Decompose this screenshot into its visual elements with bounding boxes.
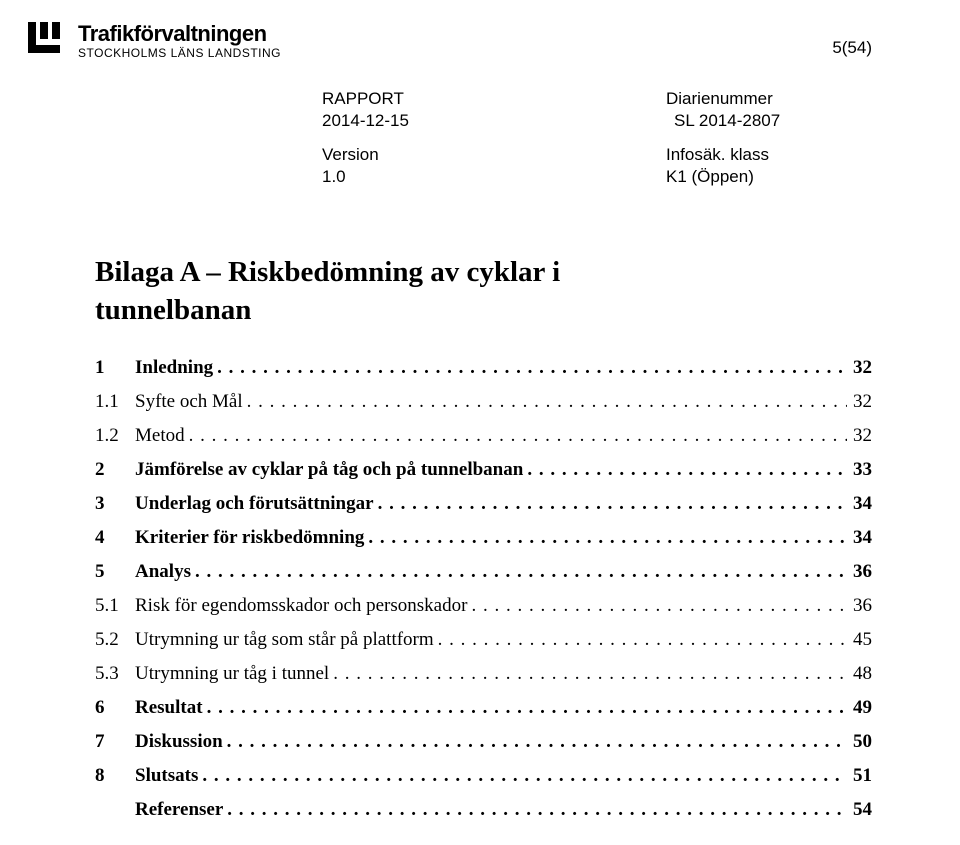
toc-label: Kriterier för riskbedömning bbox=[135, 527, 364, 549]
toc-leader bbox=[471, 595, 847, 617]
toc-leader bbox=[247, 391, 847, 413]
toc-label: Referenser bbox=[135, 799, 223, 821]
toc-page: 33 bbox=[851, 459, 872, 481]
toc-page: 36 bbox=[851, 595, 872, 617]
toc-row: 8Slutsats 51 bbox=[95, 765, 872, 787]
toc-row: 1.1Syfte och Mål 32 bbox=[95, 391, 872, 413]
toc-label: Risk för egendomsskador och personskador bbox=[135, 595, 467, 617]
toc-row: 7Diskussion 50 bbox=[95, 731, 872, 753]
toc-row: 5.3Utrymning ur tåg i tunnel 48 bbox=[95, 663, 872, 685]
meta-version-label: Version bbox=[322, 144, 379, 166]
toc-label: Utrymning ur tåg som står på plattform bbox=[135, 629, 434, 651]
toc-page: 36 bbox=[851, 561, 872, 583]
toc-page: 50 bbox=[851, 731, 872, 753]
logo-title: Trafikförvaltningen bbox=[78, 22, 281, 45]
toc-label: Resultat bbox=[135, 697, 203, 719]
page-number: 5(54) bbox=[832, 38, 872, 58]
logo-text: Trafikförvaltningen STOCKHOLMS LÄNS LAND… bbox=[78, 22, 281, 60]
toc-number: 8 bbox=[95, 765, 135, 787]
toc-number: 6 bbox=[95, 697, 135, 719]
toc-page: 45 bbox=[851, 629, 872, 651]
meta-info-label: Infosäk. klass bbox=[666, 144, 769, 166]
toc-page: 48 bbox=[851, 663, 872, 685]
toc-row: 5.2Utrymning ur tåg som står på plattfor… bbox=[95, 629, 872, 651]
logo-mark-icon bbox=[28, 22, 70, 67]
toc-row: 2Jämförelse av cyklar på tåg och på tunn… bbox=[95, 459, 872, 481]
toc-page: 32 bbox=[851, 425, 872, 447]
meta-diarie-value: SL 2014-2807 bbox=[666, 110, 780, 132]
toc-page: 32 bbox=[851, 357, 872, 379]
toc-number: 2 bbox=[95, 459, 135, 481]
toc-label: Underlag och förutsättningar bbox=[135, 493, 374, 515]
meta-report-label: RAPPORT bbox=[322, 88, 404, 110]
toc-leader bbox=[189, 425, 847, 447]
toc-label: Diskussion bbox=[135, 731, 223, 753]
toc-leader bbox=[333, 663, 847, 685]
meta-date: 2014-12-15 bbox=[322, 110, 409, 132]
toc-number: 5.1 bbox=[95, 595, 135, 617]
meta-diarie-label: Diarienummer bbox=[666, 88, 773, 110]
meta-info-value: K1 (Öppen) bbox=[666, 166, 754, 188]
toc-page: 54 bbox=[851, 799, 872, 821]
toc-leader bbox=[217, 357, 847, 379]
heading-line-1: Bilaga A – Riskbedömning av cyklar i bbox=[95, 256, 560, 288]
toc-row: 3Underlag och förutsättningar 34 bbox=[95, 493, 872, 515]
toc-number: 5.2 bbox=[95, 629, 135, 651]
toc-number: 1.2 bbox=[95, 425, 135, 447]
meta-version-value: 1.0 bbox=[322, 166, 346, 188]
toc-label: Analys bbox=[135, 561, 191, 583]
toc-row: 1Inledning 32 bbox=[95, 357, 872, 379]
toc-leader bbox=[378, 493, 847, 515]
toc-number: 4 bbox=[95, 527, 135, 549]
logo-subtitle: STOCKHOLMS LÄNS LANDSTING bbox=[78, 47, 281, 60]
table-of-contents: 1Inledning321.1Syfte och Mål321.2Metod32… bbox=[95, 357, 872, 821]
toc-page: 49 bbox=[851, 697, 872, 719]
toc-row: 6Resultat 49 bbox=[95, 697, 872, 719]
toc-number: 3 bbox=[95, 493, 135, 515]
toc-number: 5 bbox=[95, 561, 135, 583]
toc-leader bbox=[207, 697, 847, 719]
toc-leader bbox=[227, 731, 847, 753]
toc-number: 5.3 bbox=[95, 663, 135, 685]
toc-label: Jämförelse av cyklar på tåg och på tunne… bbox=[135, 459, 523, 481]
toc-leader bbox=[202, 765, 847, 787]
toc-label: Utrymning ur tåg i tunnel bbox=[135, 663, 329, 685]
toc-number: 1.1 bbox=[95, 391, 135, 413]
toc-leader bbox=[438, 629, 847, 651]
toc-page: 51 bbox=[851, 765, 872, 787]
org-logo: Trafikförvaltningen STOCKHOLMS LÄNS LAND… bbox=[28, 22, 281, 67]
toc-label: Slutsats bbox=[135, 765, 198, 787]
document-page: Trafikförvaltningen STOCKHOLMS LÄNS LAND… bbox=[0, 0, 960, 845]
toc-page: 32 bbox=[851, 391, 872, 413]
toc-number: 7 bbox=[95, 731, 135, 753]
toc-leader bbox=[227, 799, 847, 821]
toc-row: Referenser 54 bbox=[95, 799, 872, 821]
toc-row: 4Kriterier för riskbedömning 34 bbox=[95, 527, 872, 549]
toc-page: 34 bbox=[851, 493, 872, 515]
toc-leader bbox=[195, 561, 847, 583]
appendix-heading: Bilaga A – Riskbedömning av cyklar i tun… bbox=[95, 254, 872, 329]
toc-page: 34 bbox=[851, 527, 872, 549]
toc-row: 5Analys 36 bbox=[95, 561, 872, 583]
toc-label: Metod bbox=[135, 425, 185, 447]
toc-label: Inledning bbox=[135, 357, 213, 379]
toc-row: 5.1Risk för egendomsskador och personska… bbox=[95, 595, 872, 617]
toc-number: 1 bbox=[95, 357, 135, 379]
toc-leader bbox=[368, 527, 847, 549]
toc-row: 1.2Metod 32 bbox=[95, 425, 872, 447]
toc-leader bbox=[527, 459, 847, 481]
toc-label: Syfte och Mål bbox=[135, 391, 243, 413]
heading-line-2: tunnelbanan bbox=[95, 294, 251, 326]
main-content: Bilaga A – Riskbedömning av cyklar i tun… bbox=[95, 254, 872, 833]
